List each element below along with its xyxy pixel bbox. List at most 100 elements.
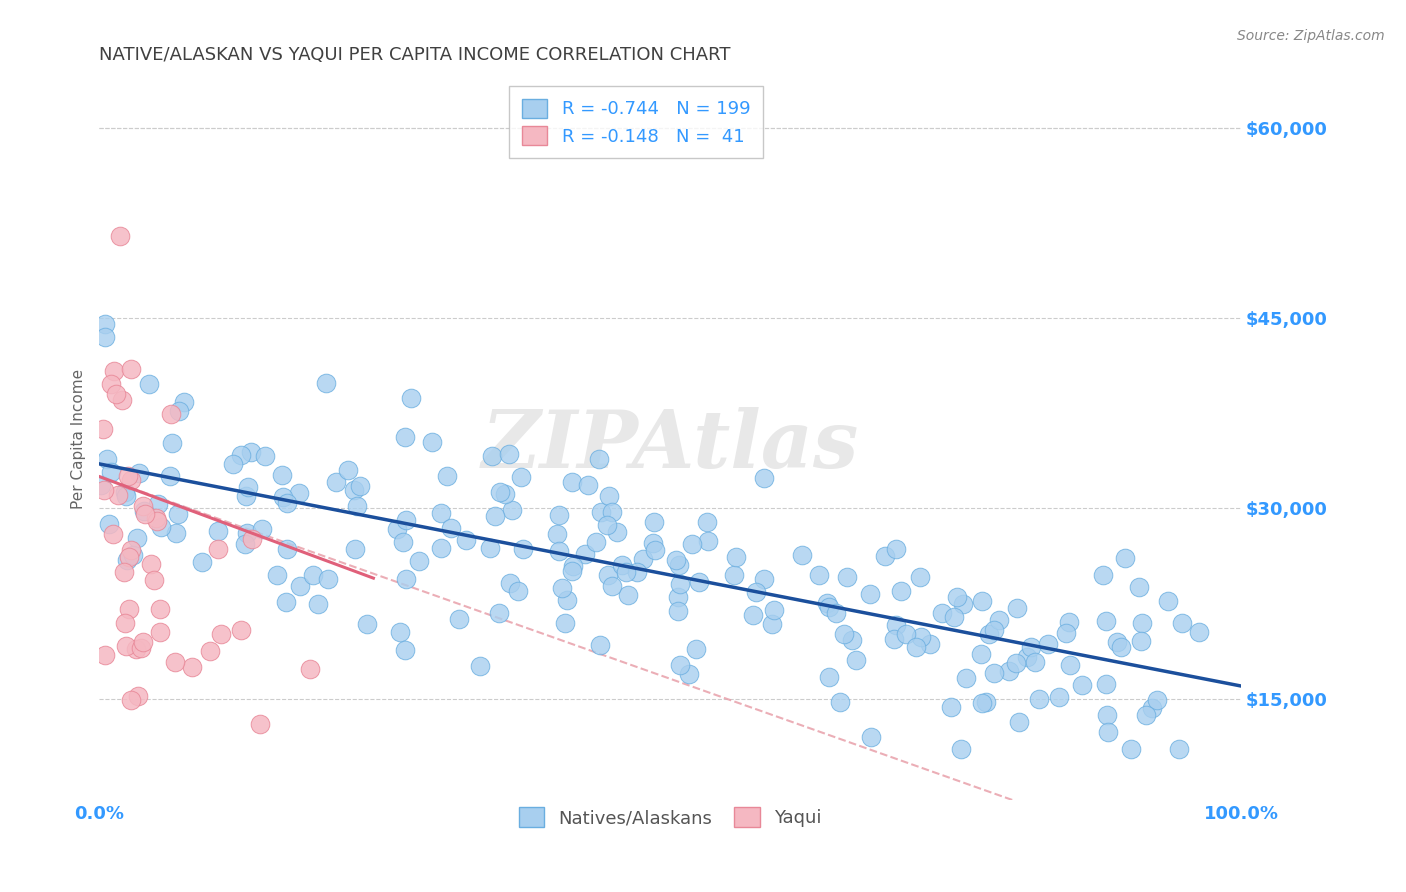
- Point: [173, 394, 195, 409]
- Point: [1008, 715, 1031, 730]
- Point: [631, 552, 654, 566]
- Point: [165, 655, 187, 669]
- Point: [131, 634, 153, 648]
- Point: [970, 696, 993, 710]
- Point: [149, 625, 172, 640]
- Point: [596, 518, 619, 533]
- Point: [585, 534, 607, 549]
- Point: [596, 568, 619, 582]
- Point: [1005, 601, 1028, 615]
- Point: [389, 625, 412, 640]
- Point: [970, 647, 993, 661]
- Point: [114, 616, 136, 631]
- Point: [488, 607, 510, 621]
- Point: [678, 666, 700, 681]
- Point: [343, 541, 366, 556]
- Point: [1135, 708, 1157, 723]
- Point: [546, 527, 568, 541]
- Point: [668, 558, 690, 572]
- Point: [307, 597, 329, 611]
- Point: [589, 505, 612, 519]
- Point: [162, 436, 184, 450]
- Point: [120, 362, 142, 376]
- Point: [134, 504, 156, 518]
- Point: [845, 652, 868, 666]
- Point: [983, 666, 1005, 681]
- Point: [91, 422, 114, 436]
- Point: [481, 449, 503, 463]
- Point: [270, 467, 292, 482]
- Point: [588, 452, 610, 467]
- Point: [134, 508, 156, 522]
- Point: [240, 532, 263, 546]
- Point: [498, 447, 520, 461]
- Point: [742, 608, 765, 623]
- Point: [430, 507, 453, 521]
- Point: [118, 601, 141, 615]
- Point: [276, 496, 298, 510]
- Point: [439, 521, 461, 535]
- Point: [614, 565, 637, 579]
- Point: [815, 596, 838, 610]
- Point: [94, 648, 117, 662]
- Point: [859, 586, 882, 600]
- Point: [315, 376, 337, 391]
- Point: [1109, 640, 1132, 654]
- Point: [290, 579, 312, 593]
- Point: [253, 449, 276, 463]
- Point: [547, 544, 569, 558]
- Point: [665, 553, 688, 567]
- Point: [931, 607, 953, 621]
- Point: [447, 612, 470, 626]
- Point: [392, 535, 415, 549]
- Point: [399, 391, 422, 405]
- Point: [889, 583, 911, 598]
- Point: [129, 641, 152, 656]
- Point: [94, 330, 117, 344]
- Point: [643, 515, 665, 529]
- Point: [103, 364, 125, 378]
- Point: [974, 695, 997, 709]
- Point: [939, 700, 962, 714]
- Point: [512, 542, 534, 557]
- Point: [979, 627, 1001, 641]
- Point: [561, 475, 583, 489]
- Point: [904, 640, 927, 655]
- Point: [131, 499, 153, 513]
- Point: [824, 606, 846, 620]
- Point: [763, 603, 786, 617]
- Point: [551, 581, 574, 595]
- Point: [145, 510, 167, 524]
- Point: [356, 616, 378, 631]
- Point: [167, 404, 190, 418]
- Point: [1071, 678, 1094, 692]
- Point: [436, 469, 458, 483]
- Point: [271, 490, 294, 504]
- Point: [114, 485, 136, 500]
- Point: [139, 558, 162, 572]
- Point: [1095, 707, 1118, 722]
- Point: [952, 597, 974, 611]
- Point: [1146, 692, 1168, 706]
- Point: [790, 548, 813, 562]
- Point: [165, 526, 187, 541]
- Point: [100, 465, 122, 479]
- Point: [1168, 742, 1191, 756]
- Point: [617, 588, 640, 602]
- Point: [395, 513, 418, 527]
- Point: [600, 579, 623, 593]
- Point: [233, 537, 256, 551]
- Point: [859, 730, 882, 744]
- Point: [1128, 580, 1150, 594]
- Point: [93, 483, 115, 497]
- Point: [724, 549, 747, 564]
- Point: [744, 585, 766, 599]
- Point: [349, 479, 371, 493]
- Point: [761, 616, 783, 631]
- Point: [394, 430, 416, 444]
- Point: [1024, 655, 1046, 669]
- Point: [346, 500, 368, 514]
- Point: [501, 502, 523, 516]
- Point: [920, 636, 942, 650]
- Point: [754, 572, 776, 586]
